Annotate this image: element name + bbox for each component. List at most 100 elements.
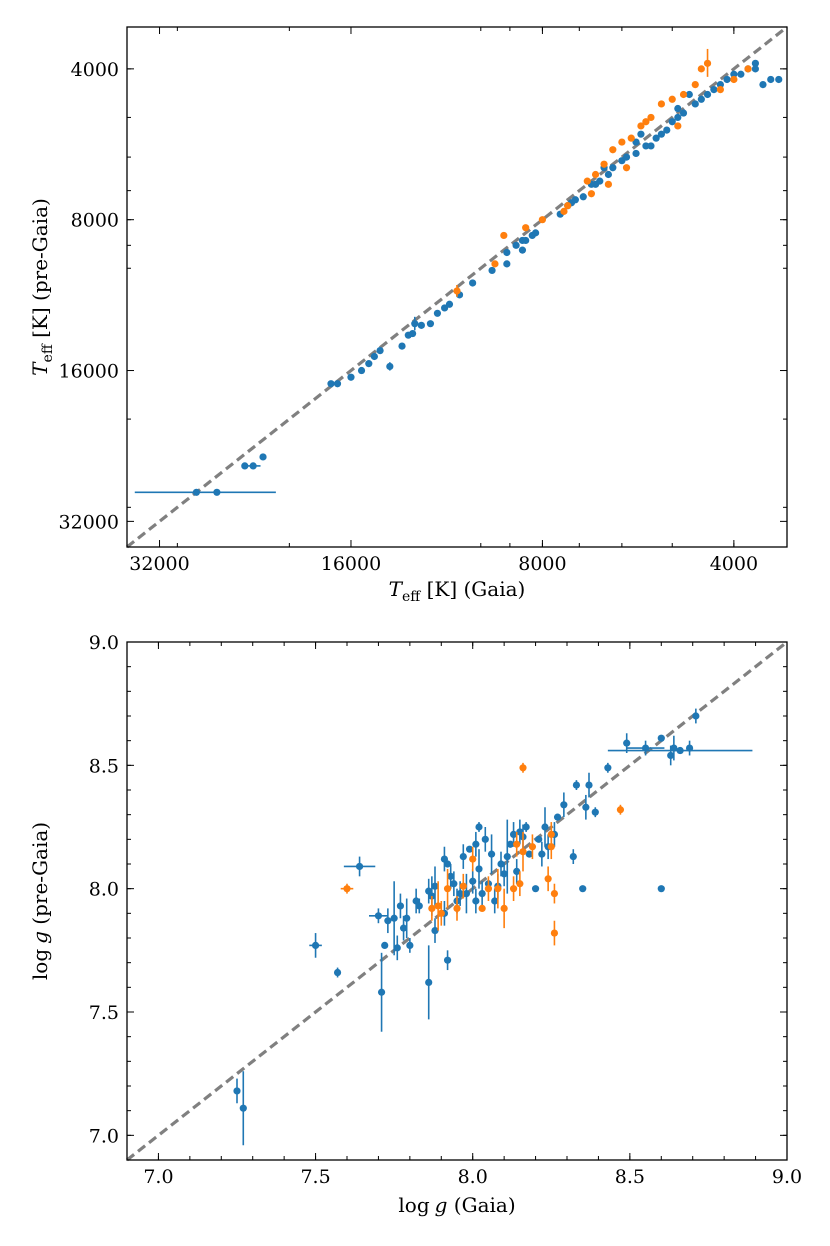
data-point [500, 231, 508, 240]
data-point [443, 956, 452, 964]
series-orange [453, 48, 752, 297]
x-tick-label: 9.0 [772, 1166, 802, 1188]
logg-markers [233, 708, 753, 1146]
x-tick-label: 8000 [518, 553, 566, 575]
data-point [512, 241, 520, 249]
x-axis-title-logg-log: log [398, 1193, 429, 1217]
x-tick-label: 7.0 [143, 1166, 173, 1188]
data-point [674, 122, 682, 130]
data-point [531, 885, 540, 893]
y-axis-title-logg-g: g [28, 931, 52, 944]
data-point [425, 978, 433, 987]
data-point [642, 118, 650, 126]
data-point [469, 855, 477, 863]
data-point [472, 840, 480, 848]
data-point [622, 153, 631, 161]
data-point [249, 462, 257, 470]
data-point [357, 366, 366, 375]
x-axis-title-logg-rest: (Gaia) [447, 1193, 515, 1217]
y-axis-title-teff-subscript: eff [40, 343, 56, 362]
x-tick-label: 16000 [321, 553, 381, 575]
data-point [347, 373, 355, 381]
data-point [478, 890, 486, 898]
data-point [500, 904, 508, 913]
data-point [730, 75, 738, 84]
data-point [663, 126, 671, 134]
logg-axis-ticks: 7.0 7.5 8.0 8.5 9.0 7.0 7.5 8.0 8.5 9.0 [89, 632, 802, 1188]
data-point [674, 113, 682, 122]
data-point [192, 488, 201, 496]
data-point [668, 118, 676, 126]
data-point [652, 134, 660, 142]
y-tick-label: 16000 [59, 361, 119, 383]
data-point [716, 80, 724, 89]
y-tick-label: 8000 [71, 210, 119, 232]
data-point [572, 781, 581, 789]
data-point [459, 853, 467, 861]
data-point [453, 287, 461, 295]
data-point [657, 130, 666, 138]
data-point [585, 781, 593, 789]
data-point [484, 885, 493, 893]
x-axis-title-teff: Teff [K] (Gaia) [389, 577, 526, 605]
y-tick-label: 7.0 [89, 1125, 119, 1147]
data-point [657, 100, 666, 108]
data-point [516, 880, 524, 888]
y-axis-title-teff-symbol: T [28, 361, 52, 376]
data-point [632, 138, 640, 146]
data-point [399, 924, 408, 932]
data-point [518, 246, 527, 254]
data-point [443, 885, 452, 893]
data-point [642, 142, 650, 150]
data-point [475, 865, 483, 873]
data-point [647, 142, 655, 150]
data-point [697, 95, 705, 103]
data-point [751, 65, 760, 73]
data-point [618, 138, 626, 146]
data-point [396, 902, 405, 910]
data-point [627, 134, 635, 142]
data-point [491, 897, 499, 905]
data-point [374, 912, 383, 920]
x-axis-title-logg: log g (Gaia) [398, 1193, 515, 1217]
data-point [487, 850, 496, 858]
data-point [632, 149, 640, 158]
data-point [497, 860, 505, 868]
y-axis-title-logg: log g (pre-Gaia) [28, 822, 52, 980]
data-point [553, 813, 562, 821]
data-point [343, 885, 351, 893]
data-point [376, 347, 384, 355]
data-point [667, 751, 675, 760]
y-axis-title-logg-rest: (pre-Gaia) [28, 822, 52, 931]
data-point [488, 266, 496, 275]
data-point [370, 352, 378, 361]
data-point [398, 342, 406, 350]
data-point [569, 853, 577, 861]
data-point [519, 764, 527, 772]
data-point [744, 65, 752, 73]
plot-frame-top [126, 26, 788, 548]
data-point [365, 360, 373, 368]
data-point [491, 260, 499, 268]
data-point [691, 100, 699, 108]
data-point [538, 850, 546, 858]
data-point [403, 914, 411, 922]
data-point [450, 880, 458, 888]
data-point [431, 882, 439, 890]
data-point [333, 968, 342, 977]
data-point [637, 122, 645, 130]
x-tick-label: 4000 [710, 553, 758, 575]
plot-frame-bottom [126, 641, 788, 1161]
x-axis-title-teff-subscript: eff [402, 589, 421, 605]
data-point [571, 196, 579, 204]
data-point [443, 860, 452, 868]
data-point [587, 190, 596, 198]
data-point [390, 914, 398, 922]
data-point [513, 867, 521, 876]
data-point [426, 320, 435, 328]
data-point [355, 862, 364, 871]
data-point [637, 130, 645, 138]
data-point [604, 180, 613, 188]
data-point [579, 193, 587, 201]
